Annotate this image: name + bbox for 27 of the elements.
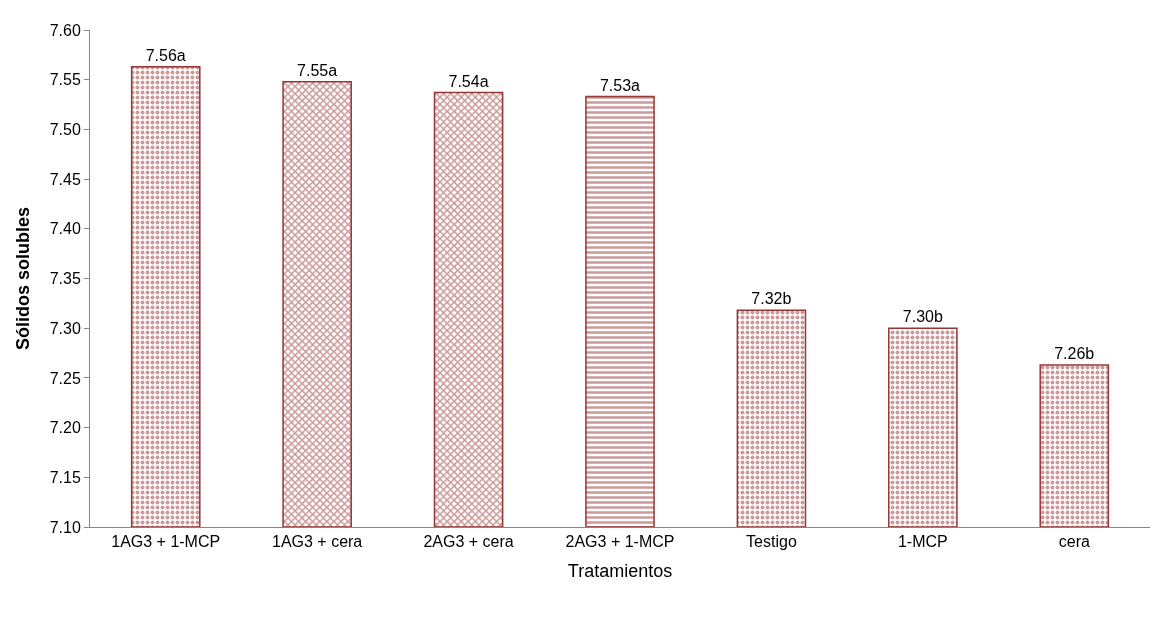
y-axis-title: Sólidos solubles [12,206,33,351]
y-tick-label: 7.55 [49,71,81,89]
y-tick-label: 7.40 [49,220,81,238]
x-tick-label: 1AG3 + cera [272,533,363,551]
y-tick-label: 7.10 [49,518,81,536]
y-tick-label: 7.15 [49,468,81,486]
x-tick-label: cera [1058,533,1090,551]
data-label: 7.54a [448,72,489,90]
x-tick-label: 1AG3 + 1-MCP [111,533,221,551]
data-label: 7.32b [751,290,792,308]
y-tick-label: 7.60 [49,21,81,39]
x-tick-label: 2AG3 + cera [423,533,514,551]
x-tick-label: 1-MCP [897,533,948,551]
y-tick-label: 7.50 [49,121,81,138]
x-tick-label: 2AG3 + 1-MCP [565,533,675,551]
y-tick-label: 7.45 [49,170,81,188]
data-label: 7.30b [902,308,943,326]
x-axis-title: Tratamientos [567,561,673,582]
data-label: 7.53a [599,76,641,94]
y-tick-label: 7.35 [49,270,81,288]
x-tick-label: Testigo [746,533,797,551]
data-label: 7.56a [145,46,186,64]
y-tick-label: 7.25 [49,369,81,387]
y-tick-label: 7.20 [49,419,81,437]
data-label: 7.55a [297,61,338,79]
data-label: 7.26b [1054,344,1095,362]
y-tick-label: 7.30 [49,319,81,337]
